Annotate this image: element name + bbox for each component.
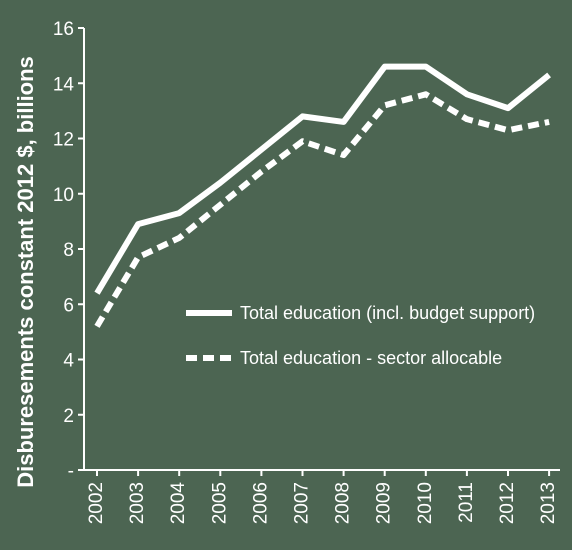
- series-line-sector-allocable: [94, 91, 550, 328]
- y-tick-label: 8: [63, 240, 74, 261]
- series-group: [94, 63, 551, 328]
- x-tick-label: 2008: [333, 482, 354, 524]
- x-tick-label: 2011: [456, 482, 477, 523]
- y-tick-label: 2: [63, 406, 74, 427]
- x-tick-label: 2009: [374, 482, 395, 524]
- legend-label-sector: Total education - sector allocable: [240, 348, 502, 368]
- x-tick-label: 2003: [127, 482, 148, 524]
- y-axis-label: Disburesements constant 2012 $, billions: [13, 56, 38, 488]
- x-tick-label: 2007: [292, 482, 313, 524]
- x-tick-label: 2010: [415, 482, 436, 524]
- y-tick-label: 4: [63, 351, 74, 372]
- y-tick-group: - 2 4 6 8 10 12 14 16: [53, 19, 84, 482]
- x-tick-label: 2004: [168, 482, 189, 525]
- y-tick-label: 10: [53, 185, 74, 206]
- series-line-total-education: [94, 63, 551, 295]
- x-tick-label: 2012: [497, 482, 518, 524]
- y-tick-label: 16: [53, 19, 74, 40]
- y-tick-label: 12: [53, 130, 74, 151]
- y-tick-label: 14: [53, 74, 75, 95]
- x-tick-label: 2006: [250, 482, 271, 524]
- legend: Total education (incl. budget support) T…: [186, 303, 535, 368]
- x-tick-label: 2005: [209, 482, 230, 524]
- x-tick-group: 2002 2003 2004 2005 2006 2007 2008 2009 2010 2011…: [86, 470, 559, 524]
- x-tick-label: 2013: [538, 482, 559, 524]
- x-tick-label: 2002: [86, 482, 107, 524]
- y-tick-label: 6: [63, 295, 74, 316]
- y-tick-label: -: [68, 461, 74, 482]
- legend-label-total: Total education (incl. budget support): [240, 303, 535, 323]
